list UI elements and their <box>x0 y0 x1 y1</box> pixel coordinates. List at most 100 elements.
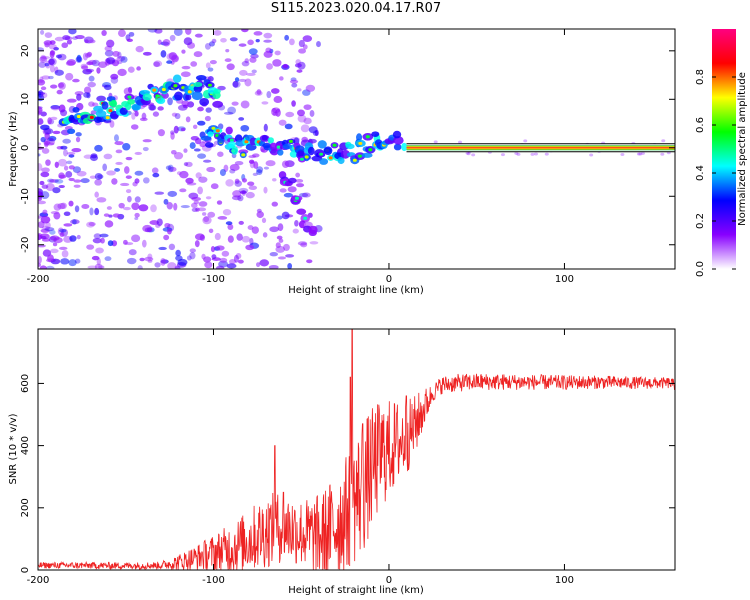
heatmap-cell <box>63 165 69 171</box>
heatmap-cell <box>86 61 94 66</box>
heatmap-cell <box>139 257 145 262</box>
heatmap-cell <box>84 39 89 44</box>
heatmap-cell <box>107 240 114 247</box>
heatmap-cell <box>191 196 202 201</box>
heatmap-cell <box>261 101 269 105</box>
heatmap-cell <box>471 153 476 157</box>
colorbar-tick-label: 0.8 <box>695 69 706 85</box>
heatmap-cell-peak <box>244 140 249 144</box>
heatmap-cell-peak <box>304 155 309 159</box>
heatmap-cell <box>533 152 538 156</box>
heatmap-cell <box>233 254 239 263</box>
heatmap-cell <box>86 221 95 228</box>
heatmap-cell <box>158 246 167 251</box>
heatmap-cell <box>173 202 178 211</box>
heatmap-cell <box>245 244 255 251</box>
heatmap-cell <box>142 146 149 152</box>
heatmap-cell <box>134 196 141 203</box>
heatmap-cell <box>225 126 233 135</box>
heatmap-cell <box>239 69 248 76</box>
heatmap-cell <box>38 196 43 201</box>
heatmap-cell <box>94 207 100 216</box>
heatmap-cell <box>174 265 180 269</box>
heatmap-cell <box>104 256 112 262</box>
heatmap-cell <box>294 63 302 68</box>
heatmap-cell <box>40 228 50 233</box>
heatmap-cell <box>312 130 319 136</box>
heatmap-cell <box>128 31 135 37</box>
heatmap-cell <box>66 39 73 45</box>
heatmap-cell <box>85 53 91 58</box>
heatmap-cell <box>234 178 240 184</box>
heatmap-cell <box>242 178 247 183</box>
heatmap-cell <box>204 115 211 122</box>
heatmap-cell <box>206 166 216 173</box>
heatmap-cell <box>141 239 147 248</box>
heatmap-cell <box>173 29 183 36</box>
heatmap-cell <box>38 79 46 86</box>
heatmap-cell <box>98 61 108 69</box>
heatmap-cell <box>197 186 203 195</box>
heatmap-cell <box>154 262 161 268</box>
heatmap-cell <box>298 48 307 54</box>
heatmap-cell <box>49 229 56 235</box>
heatmap-cell <box>285 254 295 258</box>
heatmap-cell <box>44 140 49 148</box>
heatmap-cell <box>225 48 230 53</box>
heatmap-cell <box>296 69 303 73</box>
heatmap-cell <box>125 189 132 194</box>
heatmap-x-axis-label: Height of straight line (km) <box>288 285 424 296</box>
heatmap-cell <box>66 160 73 165</box>
heatmap-cell <box>124 166 130 174</box>
heatmap-cell <box>183 148 188 153</box>
heatmap-cell <box>40 111 47 117</box>
heatmap-cell <box>122 142 131 151</box>
heatmap-cell <box>136 66 141 71</box>
heatmap-cell <box>167 97 173 106</box>
colorbar-ticks: 0.0 0.2 0.4 0.6 0.8 <box>695 69 736 277</box>
heatmap-cell <box>234 77 240 82</box>
heatmap-cell <box>179 188 187 193</box>
heatmap-cell <box>234 160 244 166</box>
heatmap-cell <box>213 29 222 36</box>
heatmap-cell <box>48 75 54 80</box>
heatmap-cell <box>104 220 114 228</box>
heatmap-cell <box>277 149 284 156</box>
heatmap-cell <box>134 212 140 218</box>
heatmap-cell <box>152 172 160 178</box>
heatmap-cell <box>123 87 133 96</box>
heatmap-cell <box>284 34 290 41</box>
heatmap-cell <box>185 161 193 168</box>
heatmap-cell <box>361 152 373 158</box>
heatmap-cell <box>180 204 190 209</box>
heatmap-cell-peak <box>89 115 94 119</box>
heatmap-cell <box>58 184 65 189</box>
heatmap-cell <box>205 62 211 69</box>
heatmap-cell <box>289 79 299 84</box>
heatmap-cell <box>156 218 163 226</box>
heatmap-cell-peak <box>294 196 299 200</box>
heatmap-cell <box>38 215 43 219</box>
heatmap-cell <box>266 91 272 99</box>
snr-y-tick-label: 200 <box>20 498 31 517</box>
heatmap-cell <box>238 43 247 47</box>
heatmap-cell <box>50 105 60 111</box>
heatmap-cell <box>88 101 95 107</box>
heatmap-cell <box>285 111 295 118</box>
heatmap-cell <box>197 153 207 159</box>
heatmap-y-axis-label: Frequency (Hz) <box>8 111 19 187</box>
heatmap-cell <box>238 220 244 225</box>
heatmap-cell <box>220 37 227 43</box>
heatmap-cell <box>53 46 59 51</box>
heatmap-cell <box>303 117 312 125</box>
heatmap-cell <box>131 234 141 243</box>
heatmap-cell <box>176 171 182 176</box>
heatmap-cell <box>91 59 100 67</box>
heatmap-cell <box>265 47 272 53</box>
heatmap-cell <box>300 242 308 248</box>
heatmap-cell <box>232 190 242 198</box>
heatmap-cell-peak <box>276 145 281 149</box>
heatmap-cell <box>224 58 232 62</box>
heatmap-cell <box>193 82 203 88</box>
heatmap-cell <box>106 170 116 176</box>
